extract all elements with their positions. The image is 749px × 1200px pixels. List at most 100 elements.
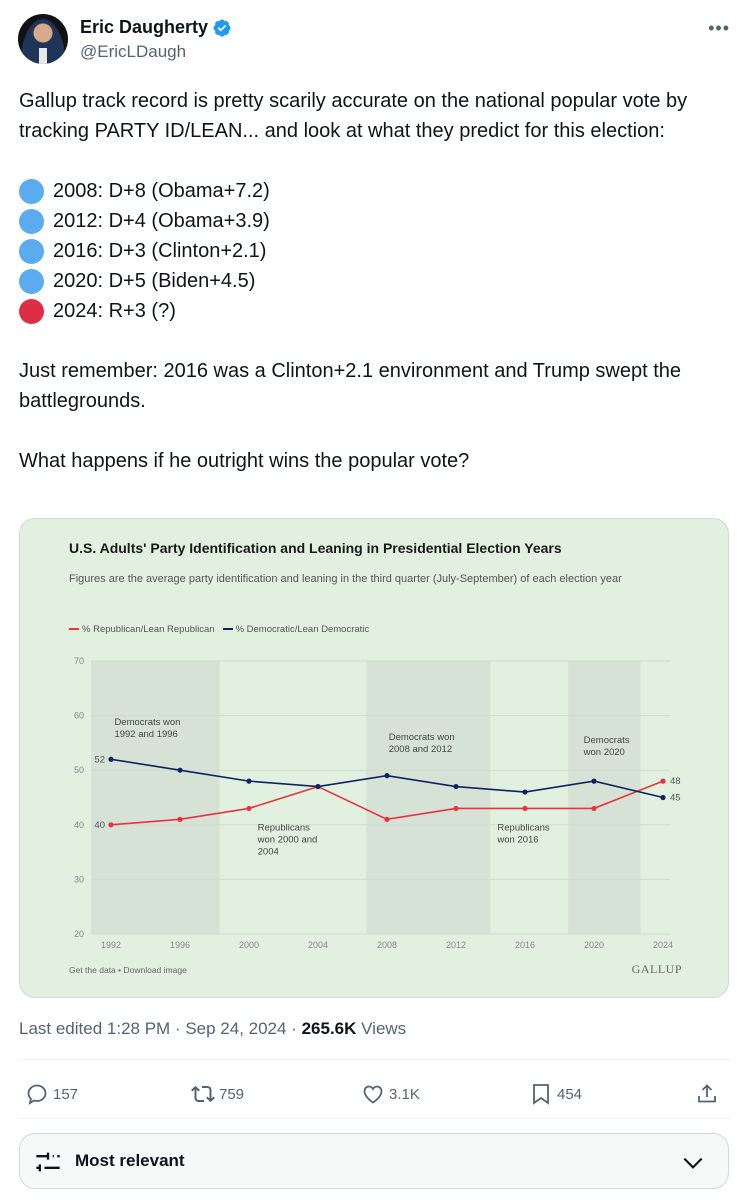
republican-point [522, 805, 528, 812]
chart-subtitle: Figures are the average party identifica… [69, 573, 622, 585]
tweet-list-item: 2016: D+3 (Clinton+2.1) [19, 236, 734, 266]
divider [19, 1118, 730, 1119]
x-tick-label: 1996 [170, 940, 190, 950]
author-name[interactable]: Eric Daugherty [80, 17, 209, 37]
shaded-period [91, 661, 220, 934]
data-label: 45 [670, 793, 681, 804]
tweet-paragraph-3: What happens if he outright wins the pop… [19, 450, 470, 472]
tweet-paragraph-2: Just remember: 2016 was a Clinton+2.1 en… [19, 360, 682, 412]
democratic-point [660, 794, 666, 801]
x-tick-label: 2016 [515, 940, 535, 950]
chart-image-card[interactable]: 20 30 40 50 60 70 1992 1996 2000 2004 2008 2012 2016… [19, 518, 729, 998]
views-label: Views [356, 1019, 407, 1038]
reply-button[interactable]: 157 [25, 1074, 78, 1114]
democratic-point [453, 783, 459, 790]
x-tick-label: 2008 [377, 940, 397, 950]
y-tick-label: 50 [74, 765, 84, 775]
chart-title: U.S. Adults' Party Identification and Le… [69, 540, 562, 556]
x-tick-label: 1992 [101, 940, 121, 950]
bookmark-icon [533, 1084, 549, 1105]
democratic-point [384, 773, 390, 779]
heart-icon [363, 1085, 383, 1104]
tweet-list-text: 2020: D+5 (Biden+4.5) [53, 270, 256, 292]
repost-icon [191, 1085, 215, 1103]
edited-timestamp[interactable]: Last edited 1:28 PM · Sep 24, 2024 · [19, 1019, 302, 1038]
shaded-period-label: 2008 and 2012 [389, 744, 452, 755]
tweet-list-item: 2008: D+8 (Obama+7.2) [19, 176, 734, 206]
data-label: 52 [94, 754, 105, 765]
shaded-period-label: Democrats won [389, 732, 455, 743]
democratic-point [108, 756, 114, 762]
line-chart: 20 30 40 50 60 70 1992 1996 2000 2004 2008 2012 2016… [74, 656, 681, 950]
like-button[interactable]: 3.1K [361, 1074, 420, 1114]
like-count: 3.1K [389, 1085, 420, 1103]
republican-point [453, 805, 459, 812]
shaded-period-label: won 2020 [583, 747, 625, 758]
blue-circle-emoji-icon [19, 208, 44, 234]
avatar[interactable] [18, 14, 68, 64]
legend-swatch-democratic [222, 628, 233, 631]
tweet-list-item: 2012: D+4 (Obama+3.9) [19, 206, 734, 236]
x-tick-label: 2004 [308, 940, 328, 950]
republican-point [246, 805, 252, 812]
annotation-label: won 2000 and [257, 835, 318, 846]
annotation-label: Republicans [258, 823, 311, 834]
blue-circle-emoji-icon [19, 178, 44, 204]
bookmark-count: 454 [557, 1085, 583, 1103]
shaded-period [366, 661, 491, 934]
views-count: 265.6K [301, 1019, 357, 1038]
republican-point [108, 822, 114, 828]
repost-button[interactable]: 759 [191, 1074, 244, 1114]
y-tick-label: 20 [74, 929, 84, 939]
data-label: 48 [670, 776, 681, 787]
share-icon [698, 1084, 716, 1103]
legend-item-democratic: % Democratic/Lean Democratic [222, 624, 369, 635]
x-tick-label: 2020 [584, 940, 604, 950]
legend-item-republican: % Republican/Lean Republican [69, 624, 215, 635]
chart-footer-links: Get the data • Download image [69, 965, 187, 975]
tweet-list-text: 2016: D+3 (Clinton+2.1) [53, 240, 267, 262]
shaded-period-label: Democrats won [114, 717, 180, 728]
democratic-point [315, 783, 321, 790]
annotation-label: Republicans [497, 823, 550, 834]
tweet-header: Eric Daugherty @EricLDaugh ••• [18, 14, 738, 68]
tweet-text: Gallup track record is pretty scarily ac… [19, 86, 734, 476]
share-button[interactable] [695, 1074, 719, 1114]
tweet-list-text: 2008: D+8 (Obama+7.2) [53, 180, 270, 202]
democratic-point [591, 778, 597, 784]
verified-badge-icon [213, 18, 231, 37]
bookmark-button[interactable]: 454 [529, 1074, 582, 1114]
tweet-list-item: 2024: R+3 (?) [19, 296, 734, 326]
author-handle[interactable]: @EricLDaugh [80, 42, 187, 61]
y-tick-label: 70 [74, 656, 84, 666]
tweet-actions: 157 759 3.1K 454 [19, 1074, 730, 1114]
shaded-period-label: Democrats [584, 735, 630, 746]
democratic-point [177, 767, 183, 773]
sort-label: Most relevant [75, 1151, 185, 1170]
repost-count: 759 [219, 1085, 245, 1103]
more-options-icon[interactable]: ••• [708, 18, 730, 38]
reply-icon [27, 1084, 47, 1105]
red-circle-emoji-icon [19, 298, 44, 324]
author-name-row[interactable]: Eric Daugherty [80, 17, 232, 38]
tweet-list-text: 2024: R+3 (?) [53, 300, 176, 322]
x-tick-label: 2024 [653, 940, 673, 950]
chevron-down-icon [683, 1157, 703, 1169]
legend-swatch-republican [69, 628, 79, 631]
tweet-list-item: 2020: D+5 (Biden+4.5) [19, 266, 734, 296]
republican-point [384, 816, 390, 822]
republican-point [660, 778, 666, 784]
reply-sort-dropdown[interactable]: Most relevant [19, 1133, 729, 1189]
blue-circle-emoji-icon [19, 268, 44, 294]
gallup-logo: GALLUP [631, 962, 682, 976]
shaded-period [568, 661, 641, 934]
y-tick-label: 40 [74, 820, 84, 830]
republican-point [591, 805, 597, 812]
shaded-period-label: 1992 and 1996 [114, 729, 177, 740]
democratic-point [522, 789, 528, 795]
sliders-icon [36, 1152, 60, 1172]
y-tick-label: 30 [74, 874, 84, 884]
y-tick-label: 60 [74, 711, 84, 721]
reply-count: 157 [53, 1085, 79, 1103]
annotation-label: won 2016 [496, 835, 538, 846]
